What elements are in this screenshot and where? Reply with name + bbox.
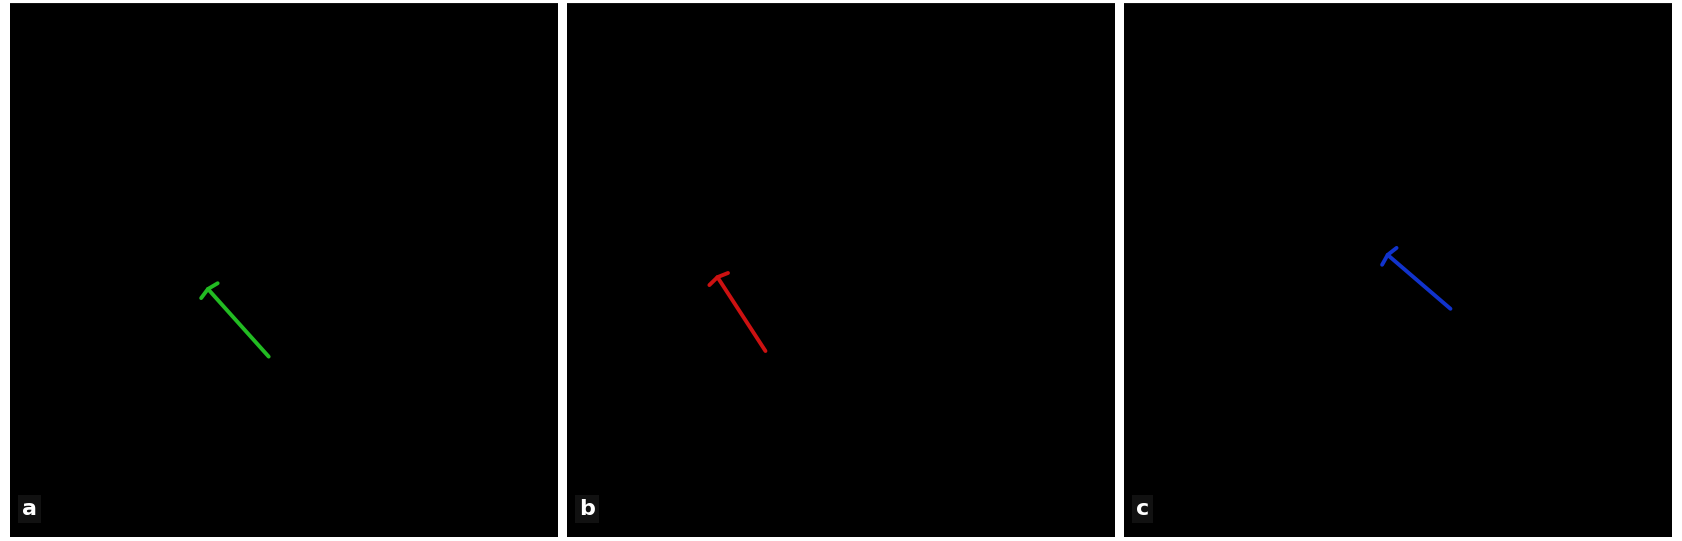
Text: b: b [579, 499, 595, 519]
Text: a: a [22, 499, 37, 519]
Text: c: c [1135, 499, 1149, 519]
